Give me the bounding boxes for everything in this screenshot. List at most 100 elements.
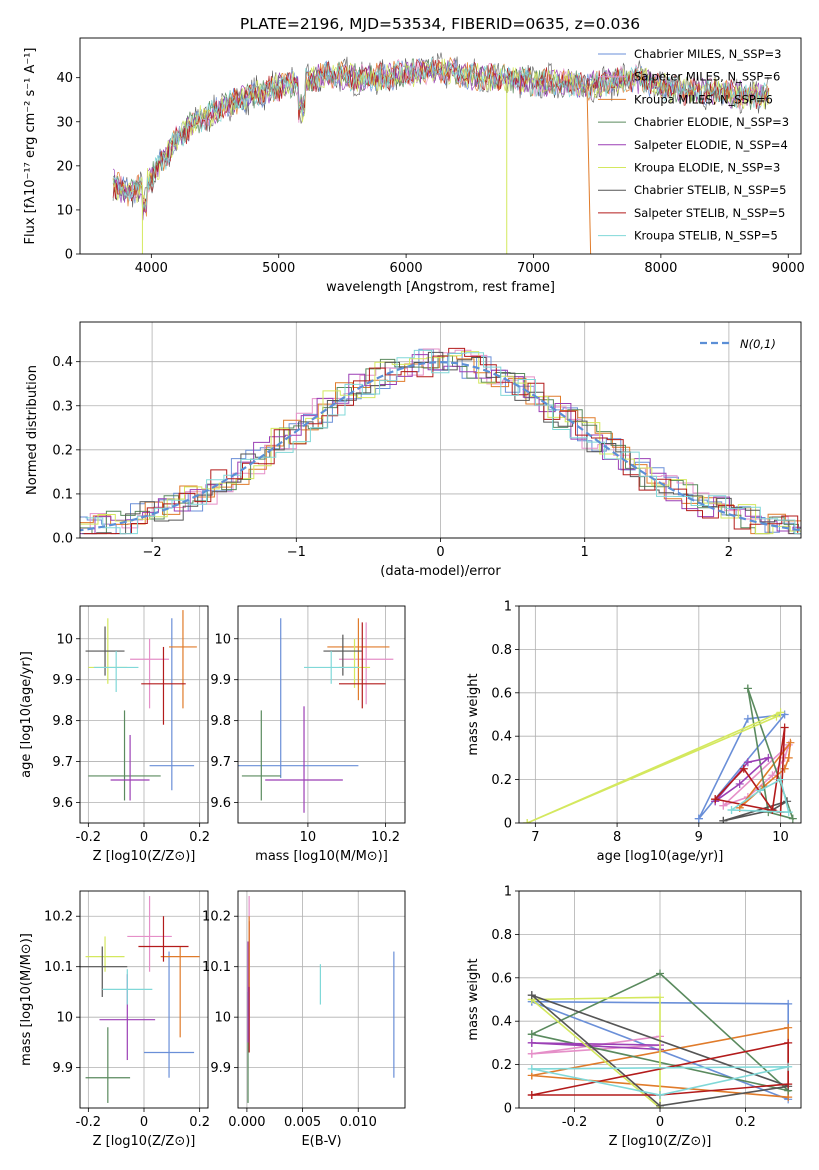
weight-marker-8 — [527, 1064, 536, 1073]
spectrum-panel: 4000 5000 6000 7000 8000 9000 0 10 20 30 40 wavelen… — [23, 37, 805, 295]
weight-marker-7 — [527, 1090, 536, 1099]
weight-marker-6 — [719, 816, 728, 823]
legend-entry-4: Salpeter ELODIE, N_SSP=4 — [634, 138, 788, 152]
x-axis-label: (data-model)/error — [380, 564, 501, 579]
weight-marker-8 — [784, 1062, 793, 1071]
spectrum-line-8 — [112, 57, 770, 210]
x-tick-label: 4000 — [135, 261, 168, 276]
legend-entry-0: Chabrier MILES, N_SSP=3 — [634, 47, 781, 61]
weight-marker-7 — [739, 764, 748, 773]
plot-area — [527, 969, 793, 1108]
weight-marker-0 — [780, 710, 789, 719]
y-tick-label: 9.6 — [210, 796, 231, 811]
legend-entry-3: Chabrier ELODIE, N_SSP=3 — [634, 115, 789, 129]
histogram-series-3 — [80, 355, 801, 535]
weight-marker-6 — [527, 991, 536, 1000]
y-tick-label: 9.7 — [210, 755, 231, 770]
y-tick-label: 0 — [504, 1102, 512, 1117]
x-axis-label: Z [log10(Z/Z⊙)] — [609, 1134, 712, 1149]
weight-marker-8 — [756, 786, 765, 795]
y-tick-label: 9.8 — [210, 714, 231, 729]
y-tick-label: 0.8 — [491, 643, 512, 658]
x-axis-label: Z [log10(Z/Z⊙)] — [93, 849, 196, 864]
axes-frame — [79, 605, 209, 824]
y-tick-label: 0.4 — [52, 355, 73, 370]
y-tick-label: 0 — [65, 248, 73, 263]
y-tick-label: 1 — [504, 600, 512, 615]
weight-marker-4 — [743, 758, 752, 767]
weight-marker-5 — [656, 993, 664, 1002]
weight-marker-5 — [776, 708, 785, 717]
x-tick-label: 8 — [613, 830, 621, 845]
weight-line-6 — [531, 994, 789, 1107]
weight-line-0 — [698, 713, 787, 820]
mass-vs-metallicity-panel: -0.2 0 0.2 9.9 10 10.1 10.2 Z [log10(Z/Z⊙)] mass… — [19, 890, 210, 1149]
x-tick-label: 9 — [695, 830, 703, 845]
weight-marker-3 — [788, 814, 797, 823]
weight-marker-7 — [711, 795, 720, 804]
weight-marker-3 — [743, 684, 752, 693]
x-tick-label: -0.2 — [76, 1115, 101, 1130]
y-tick-label: 9.9 — [52, 1061, 73, 1076]
weight-marker-4 — [764, 753, 773, 762]
y-tick-label: 10 — [214, 1011, 231, 1026]
spectrum-line-7 — [112, 58, 770, 213]
y-tick-label: 20 — [56, 159, 73, 174]
x-tick-label: 0.000 — [228, 1115, 265, 1130]
plot-area — [523, 684, 797, 823]
y-tick-label: 10.2 — [202, 910, 231, 925]
x-tick-label: 10 — [772, 830, 789, 845]
weight-marker-8 — [727, 805, 736, 814]
y-tick-label: 9.6 — [52, 796, 73, 811]
y-tick-label: 10 — [56, 632, 73, 647]
weight-marker-8 — [776, 775, 785, 784]
x-tick-label: 0.2 — [735, 1115, 756, 1130]
plot-area — [80, 896, 200, 1103]
y-axis-label: mass weight — [466, 958, 481, 1040]
legend-entry-2: Kroupa MILES, N_SSP=6 — [634, 92, 773, 106]
histogram-series-6 — [82, 351, 801, 535]
weight-marker-3 — [656, 969, 664, 978]
x-tick-label: 0 — [436, 545, 444, 560]
weight-marker-1 — [719, 801, 728, 810]
x-tick-label: 7 — [531, 830, 539, 845]
weight-marker-7 — [768, 805, 777, 814]
weight-marker-7 — [780, 723, 789, 732]
x-axis-label: wavelength [Angstrom, rest frame] — [326, 280, 555, 295]
y-tick-label: 0 — [504, 817, 512, 832]
weight-marker-6 — [656, 1101, 664, 1108]
plot-area — [80, 347, 801, 535]
weight-marker-8 — [656, 1090, 664, 1099]
weight-marker-2 — [784, 753, 793, 762]
legend-entry-5: Kroupa ELODIE, N_SSP=3 — [634, 161, 780, 175]
y-tick-label: 10 — [56, 203, 73, 218]
weight-marker-8 — [784, 808, 793, 817]
y-tick-label: 0.2 — [491, 1058, 512, 1073]
x-axis-label: mass [log10(M/M⊙)] — [255, 849, 388, 864]
weight-marker-0 — [743, 714, 752, 723]
normal-curve — [80, 360, 801, 532]
x-tick-label: 2 — [725, 545, 733, 560]
x-tick-label: 0.010 — [340, 1115, 377, 1130]
y-tick-label: 10 — [214, 632, 231, 647]
weight-marker-1 — [527, 1049, 536, 1058]
weight-marker-2 — [784, 1023, 793, 1032]
x-tick-label: 6000 — [390, 261, 423, 276]
legend-entry-7: Salpeter STELIB, N_SSP=5 — [634, 206, 785, 220]
y-tick-label: 40 — [56, 71, 73, 86]
mass-weight-vs-age-panel: 7 8 9 10 0 0.2 0.4 0.6 0.8 1 age [log10(age/yr)] ma… — [466, 600, 802, 864]
x-tick-label: 0.2 — [189, 830, 210, 845]
y-axis-label: Flux [fλ10⁻¹⁷ erg cm⁻² s⁻¹ A⁻¹] — [23, 48, 38, 245]
weight-marker-3 — [527, 1030, 536, 1039]
y-tick-label: 9.9 — [210, 673, 231, 688]
x-tick-label: 10.2 — [371, 830, 400, 845]
y-tick-label: 0.8 — [491, 928, 512, 943]
x-tick-label: 0.2 — [189, 1115, 210, 1130]
y-tick-label: 10 — [56, 1011, 73, 1026]
y-tick-label: 10.1 — [44, 960, 73, 975]
weight-marker-1 — [768, 771, 777, 780]
weight-marker-7 — [784, 1038, 793, 1047]
weight-marker-7 — [784, 1080, 793, 1089]
x-tick-label: 1 — [581, 545, 589, 560]
